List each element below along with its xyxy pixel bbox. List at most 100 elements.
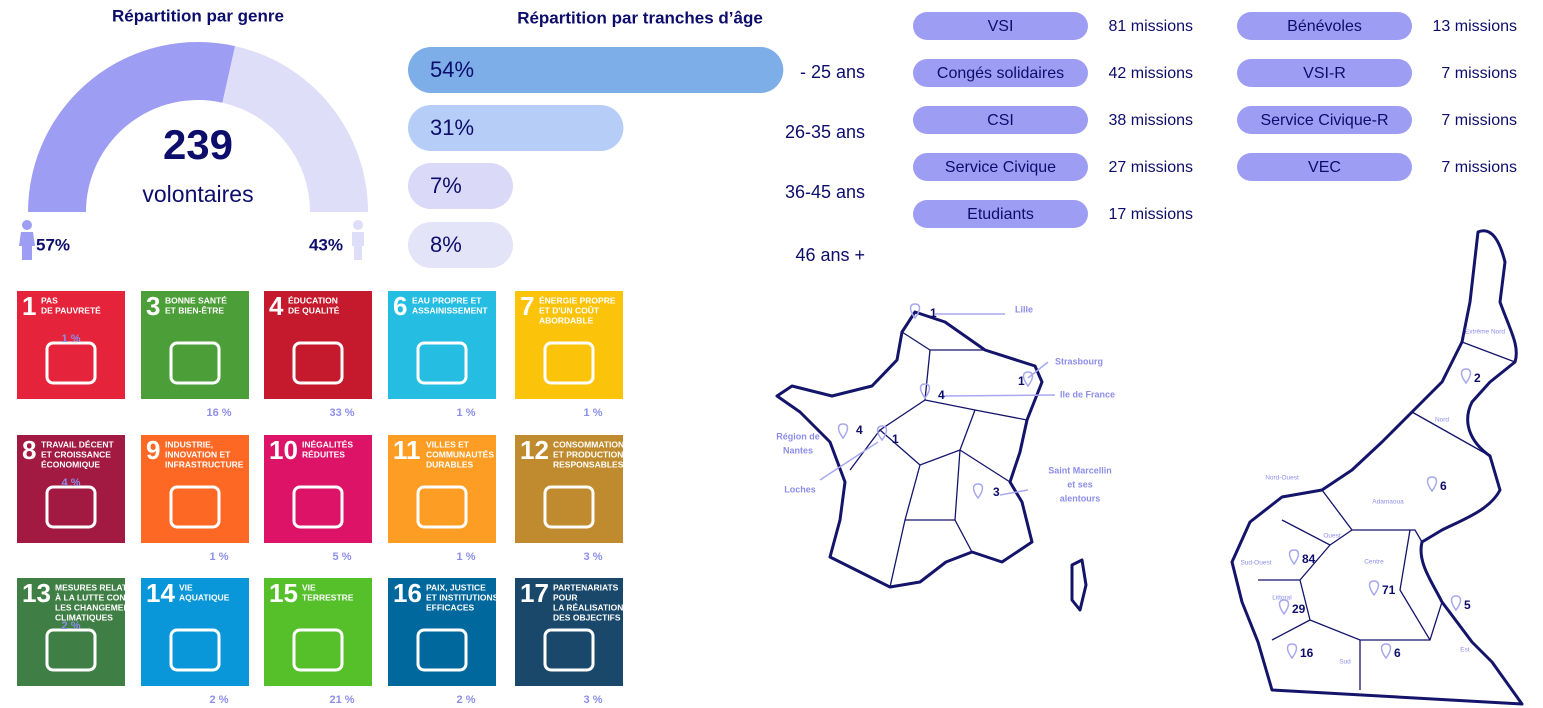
sdg-share: 1 % [457,551,476,563]
mission-pill [913,59,1088,87]
sdg-icon [292,341,344,385]
pin [909,303,921,320]
sdg-tile [264,578,372,686]
sdg-title: RÉDUITES [302,449,345,459]
sdg-tile [388,291,496,399]
total-label: volontaires [142,181,253,207]
pin [1450,595,1462,612]
pin [1460,368,1472,385]
mission-name: VSI [988,18,1014,35]
mission-count: 38 missions [1109,112,1193,129]
mission-name: VSI-R [1303,65,1346,82]
gender-share: 43% [309,235,343,254]
sdg-title: ET INSTITUTIONS [426,592,499,602]
sdg-title: CLIMATIQUES [55,612,113,622]
cameroon-count: 71 [1382,583,1396,597]
sdg-title: CONSOMMATION [553,439,624,449]
sdg-title: ÉCONOMIQUE [41,459,100,469]
sdg-tile [515,578,623,686]
sdg-icon [416,341,468,385]
sdg-title: TRAVAIL DÉCENT [41,439,115,449]
sdg-number: 9 [146,435,160,465]
pin [919,383,931,400]
pin [1288,549,1300,566]
sdg-title: RESPONSABLES [553,459,624,469]
gauge-segment [222,46,368,213]
pin [1286,643,1298,660]
sdg-tile [141,435,249,543]
sdg-title: DES OBJECTIFS [553,612,621,622]
sdg-share: 33 % [329,407,354,419]
sdg-tile [141,291,249,399]
mission-count: 7 missions [1441,65,1517,82]
pin [1278,599,1290,616]
sdg-title: PAS [41,295,58,305]
region-label: Nord-Ouest [1265,475,1299,482]
sdg-title: LA RÉALISATION [553,602,623,612]
female-icon [352,220,364,260]
pin [1368,580,1380,597]
sdg-number: 15 [269,578,298,608]
france-label: Nantes [783,445,813,455]
france-label: Saint Marcellin [1048,465,1112,475]
sdg-share: 3 % [584,694,603,706]
france-count: 4 [938,388,945,402]
france-count: 1 [1018,374,1025,388]
sdg-share: 1 % [457,407,476,419]
region-label: Littoral [1272,595,1292,602]
sdg-title: ET BIEN-ÊTRE [165,304,224,315]
sdg-number: 14 [146,578,175,608]
age-range: 46 ans + [795,245,865,265]
sdg-icon [45,485,97,529]
arrow [819,441,879,481]
mission-count: 27 missions [1109,159,1193,176]
age-value: 8% [430,232,462,257]
pin [1426,476,1438,493]
sdg-share: 5 % [333,551,352,563]
sdg-number: 7 [520,291,534,321]
sdg-title: INFRASTRUCTURE [165,459,244,469]
sdg-title: TERRESTRE [302,592,354,602]
mission-name: Congés solidaires [937,65,1064,82]
sdg-title: DURABLES [426,459,474,469]
pin [1380,643,1392,660]
france-label: Loches [784,484,816,494]
sdg-tile [388,578,496,686]
mission-name: VEC [1308,159,1341,176]
sdg-title: INDUSTRIE, [165,439,213,449]
age-range: - 25 ans [800,62,865,82]
sdg-share: 1 % [584,407,603,419]
sdg-tile [141,578,249,686]
age-bar [408,163,513,209]
cameroon-count: 5 [1464,598,1471,612]
sdg-title: VIE [179,582,193,592]
gauge-segment [28,41,236,213]
france-label: Lille [1015,304,1033,314]
cameroon-count: 16 [1300,646,1314,660]
sdg-number: 3 [146,291,160,321]
sdg-title: ET PRODUCTION [553,449,623,459]
mission-count: 81 missions [1109,18,1193,35]
region-label: Adamaoua [1372,499,1404,506]
arrow [999,489,1029,496]
sdg-share: 21 % [329,694,354,706]
pin [837,423,849,440]
pin [972,483,984,500]
france-label: alentours [1060,493,1101,503]
sdg-title: VILLES ET [426,439,470,449]
mission-pill [913,200,1088,228]
mission-name: Service Civique-R [1260,112,1388,129]
sdg-title: PARTENARIATS [553,582,619,592]
mission-name: Bénévoles [1287,18,1362,35]
sdg-tile [515,435,623,543]
sdg-icon [543,628,595,672]
sdg-icon [45,628,97,672]
mission-count: 17 missions [1109,206,1193,223]
mission-pill [913,106,1088,134]
sdg-number: 1 [22,291,36,321]
sdg-title: BONNE SANTÉ [165,295,227,305]
france-count: 1 [930,306,937,320]
male-icon [19,220,35,260]
france-count: 3 [993,485,1000,499]
